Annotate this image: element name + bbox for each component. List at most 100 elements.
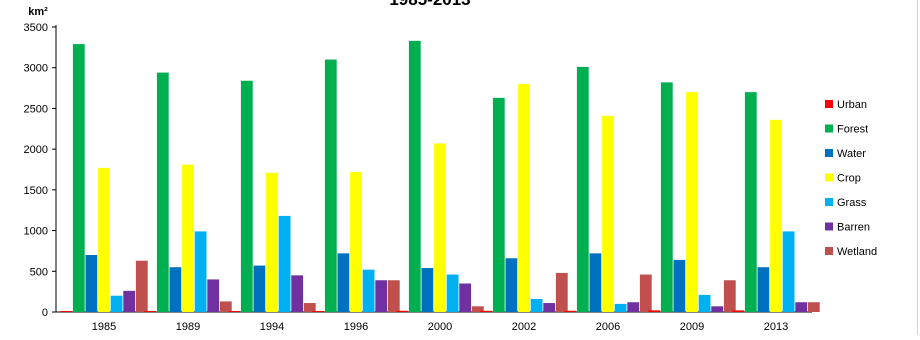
bar-grass-1989 bbox=[194, 231, 207, 312]
bar-barren-2006 bbox=[627, 302, 640, 312]
bar-barren-1994 bbox=[291, 275, 304, 312]
x-tick-label: 2013 bbox=[764, 321, 788, 333]
bar-urban-1996 bbox=[312, 311, 325, 312]
chart-title: 1985-2013 bbox=[389, 0, 470, 9]
bar-forest-1985 bbox=[72, 44, 85, 312]
bar-barren-2009 bbox=[711, 306, 724, 312]
y-tick-label: 500 bbox=[30, 266, 48, 278]
x-tick-label: 1994 bbox=[260, 321, 284, 333]
bar-urban-1985 bbox=[60, 311, 73, 312]
bar-crop-1994 bbox=[266, 172, 278, 312]
bar-wetland-2006 bbox=[639, 274, 652, 312]
bar-grass-2006 bbox=[614, 303, 627, 312]
legend-label-urban: Urban bbox=[837, 99, 867, 111]
bar-barren-2002 bbox=[543, 303, 556, 312]
bar-water-2006 bbox=[589, 253, 602, 312]
bar-forest-2000 bbox=[408, 40, 421, 313]
bar-barren-1996 bbox=[375, 280, 388, 312]
bar-grass-1996 bbox=[362, 269, 375, 312]
x-tick-label: 2006 bbox=[596, 321, 620, 333]
legend-swatch-crop bbox=[825, 173, 833, 182]
bar-barren-2013 bbox=[795, 302, 808, 312]
y-tick-label: 1000 bbox=[24, 226, 48, 238]
y-tick-label: 0 bbox=[42, 307, 48, 319]
bar-urban-2013 bbox=[732, 310, 745, 312]
bar-forest-2002 bbox=[492, 97, 505, 312]
bar-barren-2000 bbox=[459, 283, 472, 312]
bar-water-2000 bbox=[421, 268, 434, 312]
bar-wetland-2013 bbox=[807, 302, 820, 312]
bar-wetland-1996 bbox=[387, 280, 400, 312]
frame-border bbox=[917, 0, 918, 335]
y-tick-label: 2000 bbox=[24, 144, 48, 156]
bar-crop-2009 bbox=[686, 92, 698, 312]
bar-forest-2006 bbox=[576, 66, 589, 313]
bar-water-2009 bbox=[673, 259, 686, 312]
bar-urban-1989 bbox=[144, 311, 157, 312]
bar-grass-1985 bbox=[110, 295, 123, 312]
y-axis-unit-label: km² bbox=[28, 6, 48, 18]
legend-label-grass: Grass bbox=[837, 197, 867, 209]
bar-crop-2013 bbox=[770, 119, 782, 312]
bar-forest-1994 bbox=[240, 80, 253, 313]
y-tick-label: 3000 bbox=[24, 63, 48, 75]
legend-label-forest: Forest bbox=[837, 124, 868, 136]
bar-crop-1985 bbox=[98, 167, 110, 312]
bar-grass-2000 bbox=[446, 274, 459, 312]
bar-forest-2013 bbox=[744, 92, 757, 312]
bar-water-2013 bbox=[757, 267, 770, 312]
bar-barren-1985 bbox=[123, 290, 136, 312]
x-tick-label: 2002 bbox=[512, 321, 536, 333]
legend-swatch-water bbox=[825, 149, 833, 157]
y-tick-label: 1500 bbox=[24, 185, 48, 197]
bar-grass-2013 bbox=[782, 231, 795, 312]
bar-crop-2000 bbox=[434, 143, 446, 312]
y-tick-label: 3500 bbox=[24, 22, 48, 34]
legend-label-water: Water bbox=[837, 148, 866, 160]
bar-water-2002 bbox=[505, 258, 518, 312]
legend: Urban Forest Water Crop Grass Barren Wetland bbox=[825, 99, 877, 258]
x-tick-label: 1996 bbox=[344, 321, 368, 333]
bar-grass-1994 bbox=[278, 215, 291, 312]
bar-crop-2002 bbox=[518, 84, 530, 312]
legend-swatch-forest bbox=[825, 124, 833, 133]
bar-grass-2009 bbox=[698, 294, 711, 312]
bar-water-1989 bbox=[169, 267, 182, 312]
legend-swatch-urban bbox=[825, 100, 833, 108]
bar-water-1985 bbox=[85, 255, 98, 312]
bar-water-1996 bbox=[337, 253, 350, 312]
x-tick-label: 1989 bbox=[176, 321, 200, 333]
bar-wetland-1989 bbox=[219, 301, 232, 312]
legend-swatch-grass bbox=[825, 198, 833, 206]
bar-barren-1989 bbox=[207, 279, 220, 312]
bar-wetland-1985 bbox=[135, 260, 148, 312]
bar-wetland-2002 bbox=[555, 272, 568, 312]
x-tick-label: 2000 bbox=[428, 321, 452, 333]
legend-label-wetland: Wetland bbox=[837, 246, 877, 258]
bar-urban-2002 bbox=[480, 310, 493, 312]
bar-forest-1996 bbox=[324, 59, 337, 312]
bar-urban-2009 bbox=[648, 310, 661, 312]
bar-urban-1994 bbox=[228, 311, 241, 312]
legend-label-barren: Barren bbox=[837, 222, 870, 234]
x-tick-label: 2009 bbox=[680, 321, 704, 333]
bar-water-1994 bbox=[253, 265, 266, 312]
bar-forest-1989 bbox=[156, 72, 169, 312]
bar-urban-2006 bbox=[564, 310, 577, 312]
bar-forest-2009 bbox=[660, 82, 673, 313]
legend-swatch-wetland bbox=[825, 247, 833, 255]
bar-wetland-2009 bbox=[723, 280, 736, 312]
bar-urban-2000 bbox=[396, 310, 409, 312]
legend-label-crop: Crop bbox=[837, 173, 861, 185]
bar-wetland-1994 bbox=[303, 303, 316, 312]
y-tick-label: 2500 bbox=[24, 103, 48, 115]
bar-grass-2002 bbox=[530, 298, 543, 312]
legend-swatch-barren bbox=[825, 222, 833, 231]
bar-crop-2006 bbox=[602, 115, 614, 312]
bar-crop-1989 bbox=[182, 164, 194, 312]
x-tick-label: 1985 bbox=[92, 321, 116, 333]
bar-crop-1996 bbox=[350, 171, 362, 312]
plot-area: 0 500 1000 1500 2000 2500 3000 3500 1985 1989 1994… bbox=[24, 22, 820, 333]
